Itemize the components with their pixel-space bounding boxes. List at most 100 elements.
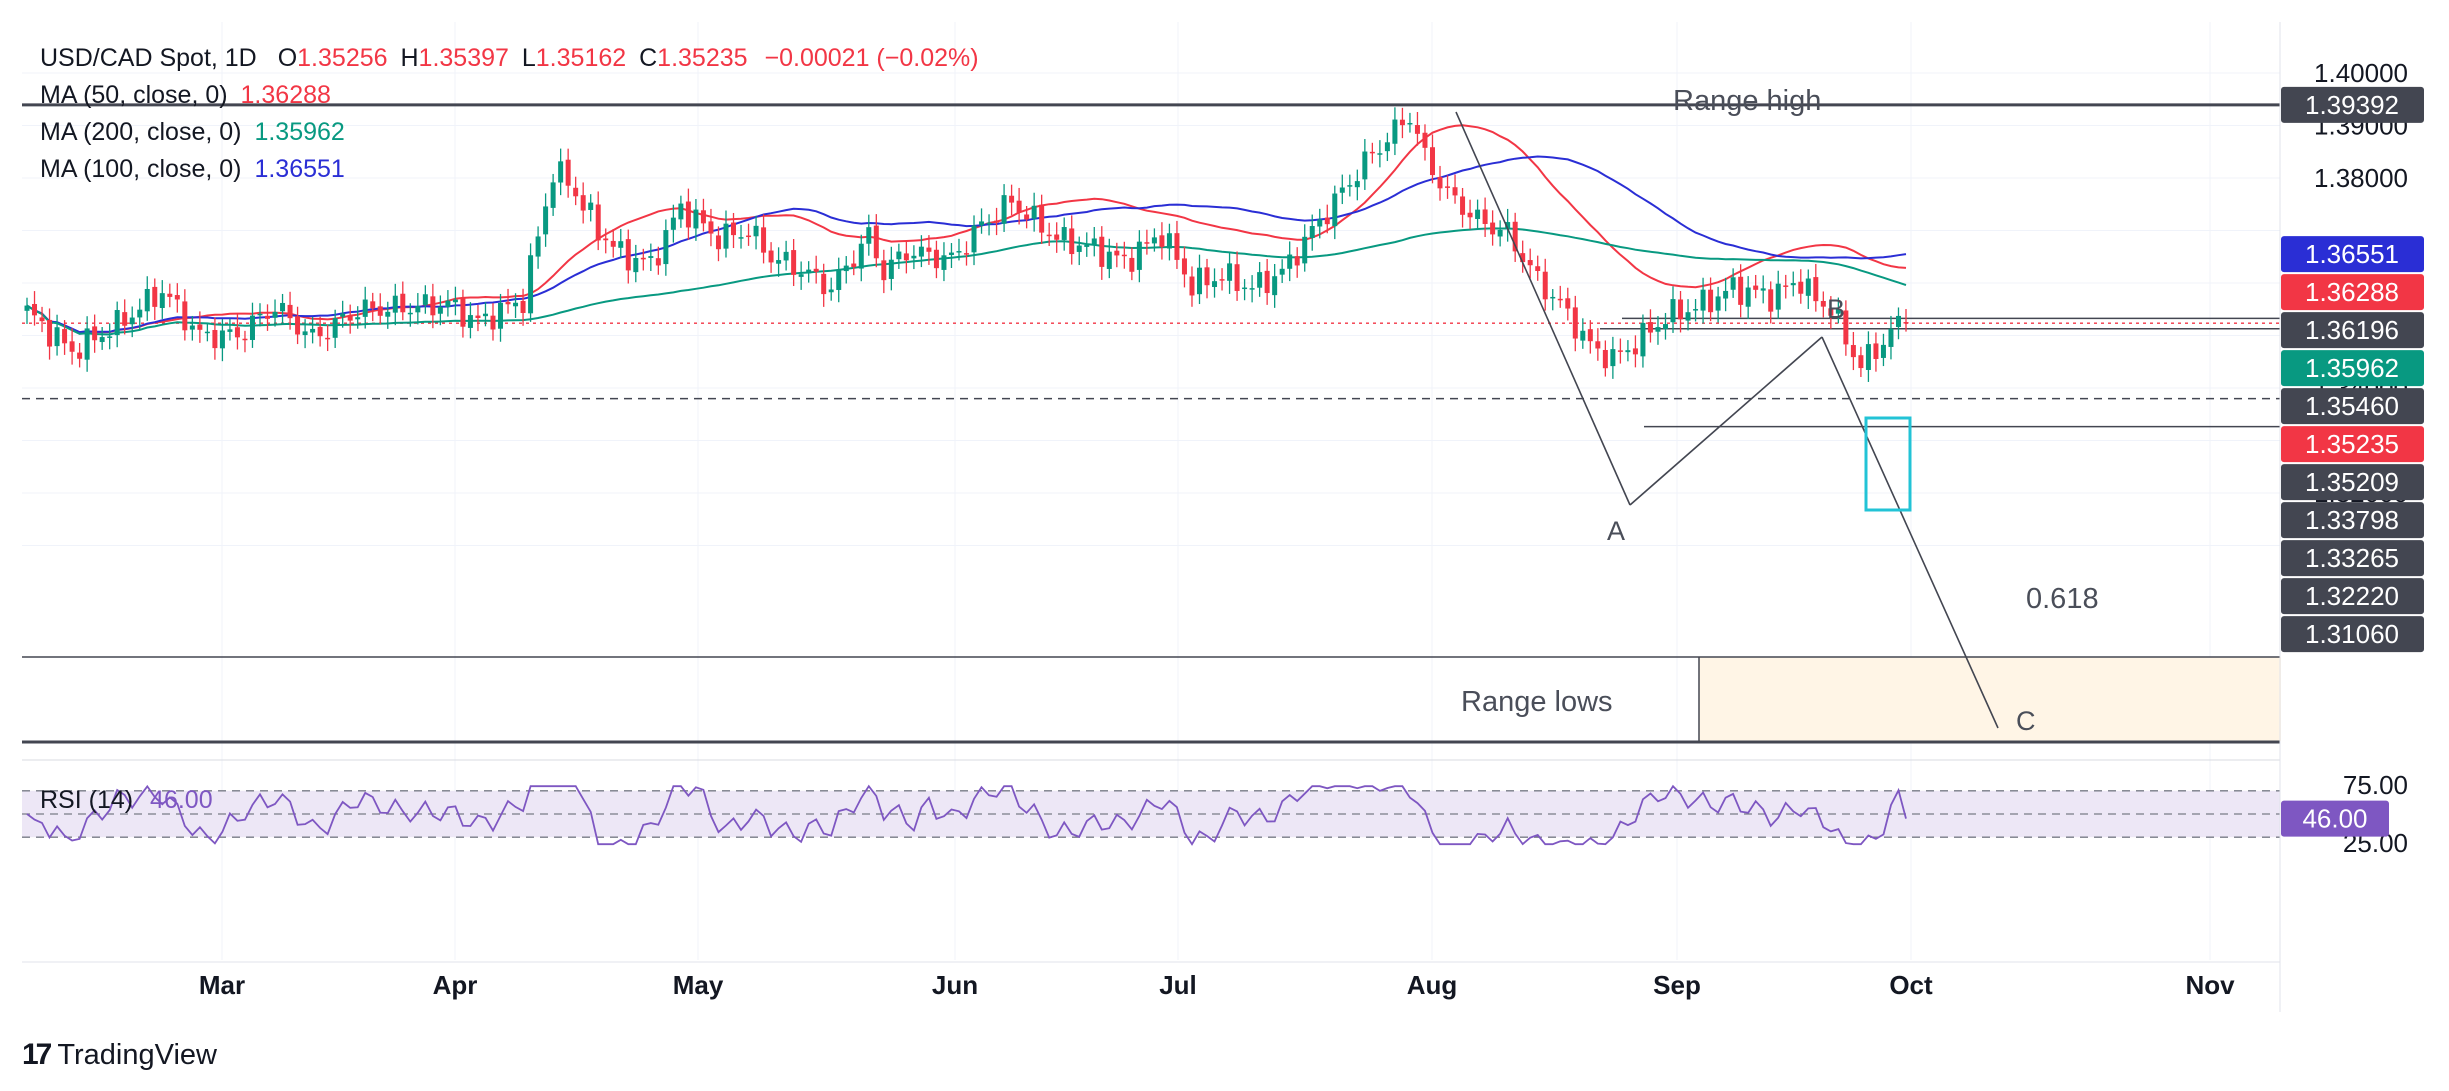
candle xyxy=(475,304,481,332)
price-label: 1.31060 xyxy=(2305,619,2399,649)
candle xyxy=(783,240,789,271)
ma200-row[interactable]: MA (200, close, 0) 1.35962 xyxy=(40,114,979,151)
candle xyxy=(618,228,624,259)
candle xyxy=(806,261,812,283)
tradingview-logo[interactable]: 17 TradingView xyxy=(22,1038,217,1072)
candle-body xyxy=(332,318,338,338)
candle xyxy=(1460,187,1466,228)
rsi-label: 46.00 xyxy=(2302,804,2367,834)
candle xyxy=(828,277,834,301)
candle xyxy=(1715,286,1721,323)
candle xyxy=(1414,111,1420,146)
candle xyxy=(1475,199,1481,229)
candle-body xyxy=(648,256,654,258)
candle-body xyxy=(1151,237,1157,244)
candle xyxy=(1723,277,1729,312)
open-key: O xyxy=(277,44,298,72)
rsi-legend[interactable]: RSI (14) 46.00 xyxy=(40,786,213,815)
candle-body xyxy=(828,289,834,293)
candle-body xyxy=(948,252,954,255)
candle-body xyxy=(1753,285,1759,290)
candle xyxy=(400,281,406,321)
candle-body xyxy=(99,337,105,343)
candle xyxy=(693,199,699,241)
candle-body xyxy=(1024,214,1030,220)
candle-body xyxy=(1572,307,1578,339)
candle xyxy=(1595,328,1601,361)
candle-body xyxy=(152,286,158,307)
candle-body xyxy=(1775,283,1781,310)
candle-body xyxy=(1234,264,1240,291)
candle xyxy=(663,219,669,276)
candle xyxy=(1001,184,1007,232)
price-label: 1.35460 xyxy=(2305,391,2399,421)
ma50-row[interactable]: MA (50, close, 0) 1.36288 xyxy=(40,77,979,114)
candle-body xyxy=(731,222,737,236)
candle xyxy=(1602,340,1608,377)
ma200-value: 1.35962 xyxy=(254,118,345,146)
candle-body xyxy=(513,302,519,307)
candle xyxy=(505,288,511,314)
price-label: 1.35235 xyxy=(2305,429,2399,459)
brand-name: TradingView xyxy=(57,1038,217,1071)
candle-body xyxy=(971,225,977,253)
candle-body xyxy=(746,235,752,238)
candle xyxy=(964,241,969,266)
candle xyxy=(1114,242,1120,268)
candle xyxy=(1850,331,1856,371)
ohlc-row: USD/CAD Spot, 1D O1.35256 H1.35397 L1.35… xyxy=(40,40,979,77)
candle-body xyxy=(1640,322,1646,357)
high-key: H xyxy=(400,44,419,72)
candle-body xyxy=(1873,343,1879,360)
candle-body xyxy=(159,293,165,309)
candle xyxy=(550,173,556,216)
candle xyxy=(362,286,368,329)
candle xyxy=(1753,274,1759,299)
candle-body xyxy=(1715,296,1721,311)
candle xyxy=(84,316,90,372)
candle xyxy=(1535,255,1541,281)
candle-body xyxy=(1655,327,1661,332)
price-label-box xyxy=(2281,236,2424,273)
rsi-band xyxy=(22,790,2280,838)
candle-body xyxy=(700,210,706,224)
price-tick-label: 1.38000 xyxy=(2314,163,2408,193)
candle-body xyxy=(437,306,443,314)
symbol-title[interactable]: USD/CAD Spot, 1D xyxy=(40,44,257,72)
candle-body xyxy=(362,299,368,317)
horizontal-levels xyxy=(22,103,2280,744)
candle-body xyxy=(1129,257,1135,272)
candle xyxy=(1617,338,1623,364)
candle-body xyxy=(280,302,286,312)
candle xyxy=(280,293,286,325)
ma200-label: MA (200, close, 0) xyxy=(40,118,242,146)
candle xyxy=(1835,297,1841,324)
candle-body xyxy=(1678,299,1684,320)
candle xyxy=(1159,222,1165,260)
candle xyxy=(1467,199,1473,230)
candle-body xyxy=(242,338,248,341)
candle-body xyxy=(1294,256,1300,266)
candle xyxy=(888,246,894,291)
candle-body xyxy=(445,300,451,307)
ma100-row[interactable]: MA (100, close, 0) 1.36551 xyxy=(40,151,979,188)
candle xyxy=(918,235,924,268)
candle-body xyxy=(1535,266,1541,271)
candle-body xyxy=(1339,187,1345,193)
candle-body xyxy=(964,253,969,255)
candle xyxy=(1903,308,1909,332)
change-value: −0.00021 (−0.02%) xyxy=(764,44,979,72)
candle xyxy=(1775,270,1781,319)
candle xyxy=(385,301,391,329)
candle xyxy=(986,214,992,236)
candle xyxy=(407,303,413,327)
candle-body xyxy=(467,315,473,328)
time-axis[interactable]: Mar Apr May Jun Jul Aug Sep Oct Nov xyxy=(22,22,2281,1012)
candle-body xyxy=(1189,276,1195,296)
candle-body xyxy=(54,327,60,347)
candle xyxy=(595,191,601,251)
candle-body xyxy=(933,249,939,269)
time-tick-label: Jun xyxy=(932,970,978,1000)
price-axis[interactable]: 1.300001.320001.340001.380001.390001.400… xyxy=(2281,58,2424,858)
